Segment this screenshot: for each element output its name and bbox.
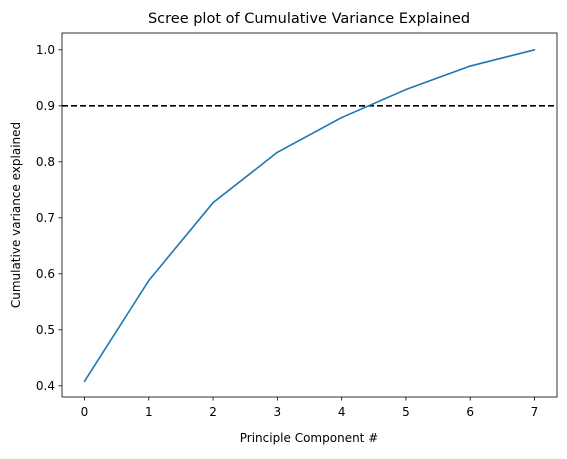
y-axis: 0.4 0.5 0.6 0.7 0.8 0.9 1.0 bbox=[36, 43, 62, 393]
y-tick-label: 0.4 bbox=[36, 379, 55, 393]
x-tick-label: 6 bbox=[466, 405, 474, 419]
y-axis-label: Cumulative variance explained bbox=[9, 122, 23, 308]
y-tick-label: 1.0 bbox=[36, 43, 55, 57]
data-point bbox=[533, 49, 536, 51]
y-tick-label: 0.5 bbox=[36, 323, 55, 337]
x-tick-label: 5 bbox=[402, 405, 410, 419]
y-tick-label: 0.6 bbox=[36, 267, 55, 281]
series-layer bbox=[83, 49, 536, 383]
data-point bbox=[212, 201, 214, 204]
x-tick-label: 2 bbox=[209, 405, 217, 419]
x-axis: 0 1 2 3 4 5 6 7 bbox=[81, 397, 539, 419]
y-tick-label: 0.7 bbox=[36, 211, 55, 225]
x-tick-label: 0 bbox=[81, 405, 89, 419]
x-tick-label: 4 bbox=[338, 405, 346, 419]
data-point bbox=[83, 380, 86, 383]
y-tick-label: 0.9 bbox=[36, 99, 55, 113]
y-tick-label: 0.8 bbox=[36, 155, 55, 169]
data-point bbox=[276, 151, 279, 154]
x-tick-label: 7 bbox=[531, 405, 539, 419]
x-tick-label: 1 bbox=[145, 405, 153, 419]
plot-area bbox=[61, 32, 558, 398]
x-axis-label: Principle Component # bbox=[240, 431, 379, 445]
chart-title: Scree plot of Cumulative Variance Explai… bbox=[148, 11, 470, 27]
data-point bbox=[340, 116, 343, 119]
data-point bbox=[469, 65, 472, 67]
series-line bbox=[83, 49, 535, 382]
data-point bbox=[147, 279, 150, 282]
x-tick-label: 3 bbox=[274, 405, 282, 419]
data-point bbox=[405, 88, 407, 91]
